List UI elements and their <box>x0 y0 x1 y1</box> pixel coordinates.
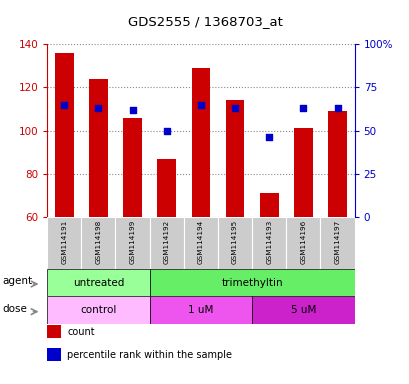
Point <box>129 107 135 113</box>
Text: percentile rank within the sample: percentile rank within the sample <box>67 349 231 359</box>
Bar <box>191 68 210 217</box>
Point <box>231 105 238 111</box>
Bar <box>149 296 252 324</box>
Bar <box>252 217 285 269</box>
Text: GSM114194: GSM114194 <box>198 220 203 264</box>
Bar <box>259 193 278 217</box>
Bar <box>327 111 346 217</box>
Text: GSM114198: GSM114198 <box>95 220 101 264</box>
Bar <box>115 217 149 269</box>
Bar <box>285 217 320 269</box>
Bar <box>149 217 183 269</box>
Bar <box>149 269 354 296</box>
Point <box>299 105 306 111</box>
Text: 1 uM: 1 uM <box>188 305 213 315</box>
Bar <box>47 269 149 296</box>
Bar <box>47 296 149 324</box>
Text: GSM114199: GSM114199 <box>129 220 135 264</box>
Bar <box>157 159 176 217</box>
Point <box>163 127 170 134</box>
Text: GDS2555 / 1368703_at: GDS2555 / 1368703_at <box>127 15 282 28</box>
Bar <box>123 118 142 217</box>
Text: agent: agent <box>2 276 32 286</box>
Bar <box>225 100 244 217</box>
Bar <box>47 348 61 361</box>
Bar <box>81 217 115 269</box>
Bar <box>252 296 354 324</box>
Bar <box>89 79 108 217</box>
Text: GSM114191: GSM114191 <box>61 220 67 264</box>
Text: GSM114193: GSM114193 <box>265 220 272 264</box>
Bar <box>320 217 354 269</box>
Bar <box>47 217 81 269</box>
Bar <box>183 217 218 269</box>
Point <box>61 101 67 108</box>
Text: control: control <box>80 305 116 315</box>
Text: dose: dose <box>2 304 27 314</box>
Bar <box>55 53 74 217</box>
Point <box>265 134 272 141</box>
Point <box>333 105 340 111</box>
Text: trimethyltin: trimethyltin <box>221 278 282 288</box>
Text: GSM114197: GSM114197 <box>334 220 340 264</box>
Point <box>197 101 204 108</box>
Text: 5 uM: 5 uM <box>290 305 315 315</box>
Text: GSM114196: GSM114196 <box>300 220 306 264</box>
Bar <box>293 128 312 217</box>
Point <box>95 105 101 111</box>
Text: GSM114195: GSM114195 <box>231 220 238 264</box>
Text: GSM114192: GSM114192 <box>163 220 169 264</box>
Text: count: count <box>67 327 94 337</box>
Bar <box>47 325 61 338</box>
Text: untreated: untreated <box>72 278 124 288</box>
Bar <box>218 217 252 269</box>
